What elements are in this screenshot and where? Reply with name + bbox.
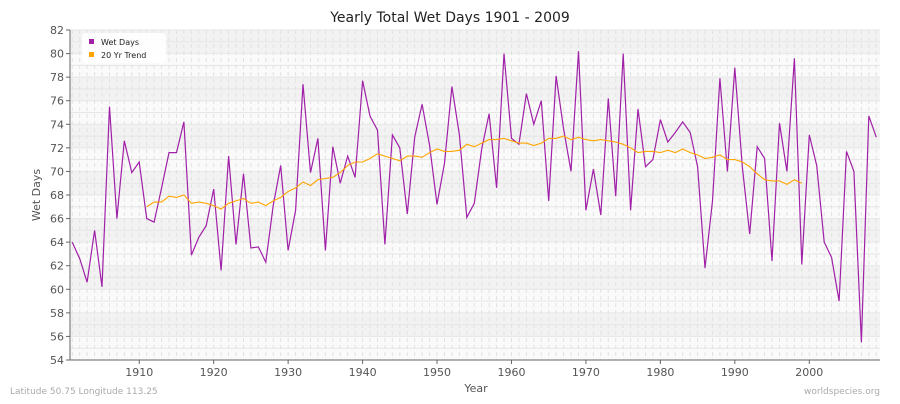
legend-swatch-trend <box>89 52 94 57</box>
legend-label-trend: 20 Yr Trend <box>101 51 146 60</box>
legend-label-wet-days: Wet Days <box>101 38 139 47</box>
y-tick-label: 82 <box>50 24 64 37</box>
x-tick-label: 1950 <box>423 366 451 379</box>
x-tick-label: 1920 <box>200 366 228 379</box>
trend-line <box>146 135 803 210</box>
y-tick-label: 76 <box>50 95 64 108</box>
x-tick-label: 1990 <box>721 366 749 379</box>
y-tick-label: 80 <box>50 48 64 61</box>
x-tick-label: 1980 <box>646 366 674 379</box>
footer-source: worldspecies.org <box>804 387 880 397</box>
x-tick-label: 1940 <box>349 366 377 379</box>
y-tick-label: 54 <box>50 354 64 367</box>
y-tick-label: 68 <box>50 189 64 202</box>
x-tick-label: 1930 <box>274 366 302 379</box>
y-tick-label: 78 <box>50 71 64 84</box>
x-tick-label: 1960 <box>497 366 525 379</box>
y-tick-label: 70 <box>50 165 64 178</box>
chart-title: Yearly Total Wet Days 1901 - 2009 <box>329 10 570 26</box>
y-tick-label: 62 <box>50 260 64 273</box>
wet-days-line <box>71 51 877 343</box>
y-tick-label: 64 <box>50 236 64 249</box>
x-tick-label: 1910 <box>125 366 153 379</box>
x-axis-label: Year <box>463 382 488 395</box>
legend-swatch-wet-days <box>89 39 94 44</box>
y-tick-label: 60 <box>50 283 64 296</box>
footer-location: Latitude 50.75 Longitude 113.25 <box>10 387 158 397</box>
y-tick-label: 56 <box>50 330 64 343</box>
y-axis-label: Wet Days <box>30 169 43 222</box>
legend: Wet Days 20 Yr Trend <box>82 33 166 63</box>
y-tick-label: 74 <box>50 118 64 131</box>
y-tick-label: 58 <box>50 307 64 320</box>
x-tick-label: 2000 <box>795 366 823 379</box>
x-tick-label: 1970 <box>572 366 600 379</box>
y-tick-label: 72 <box>50 142 64 155</box>
y-tick-label: 66 <box>50 213 64 226</box>
